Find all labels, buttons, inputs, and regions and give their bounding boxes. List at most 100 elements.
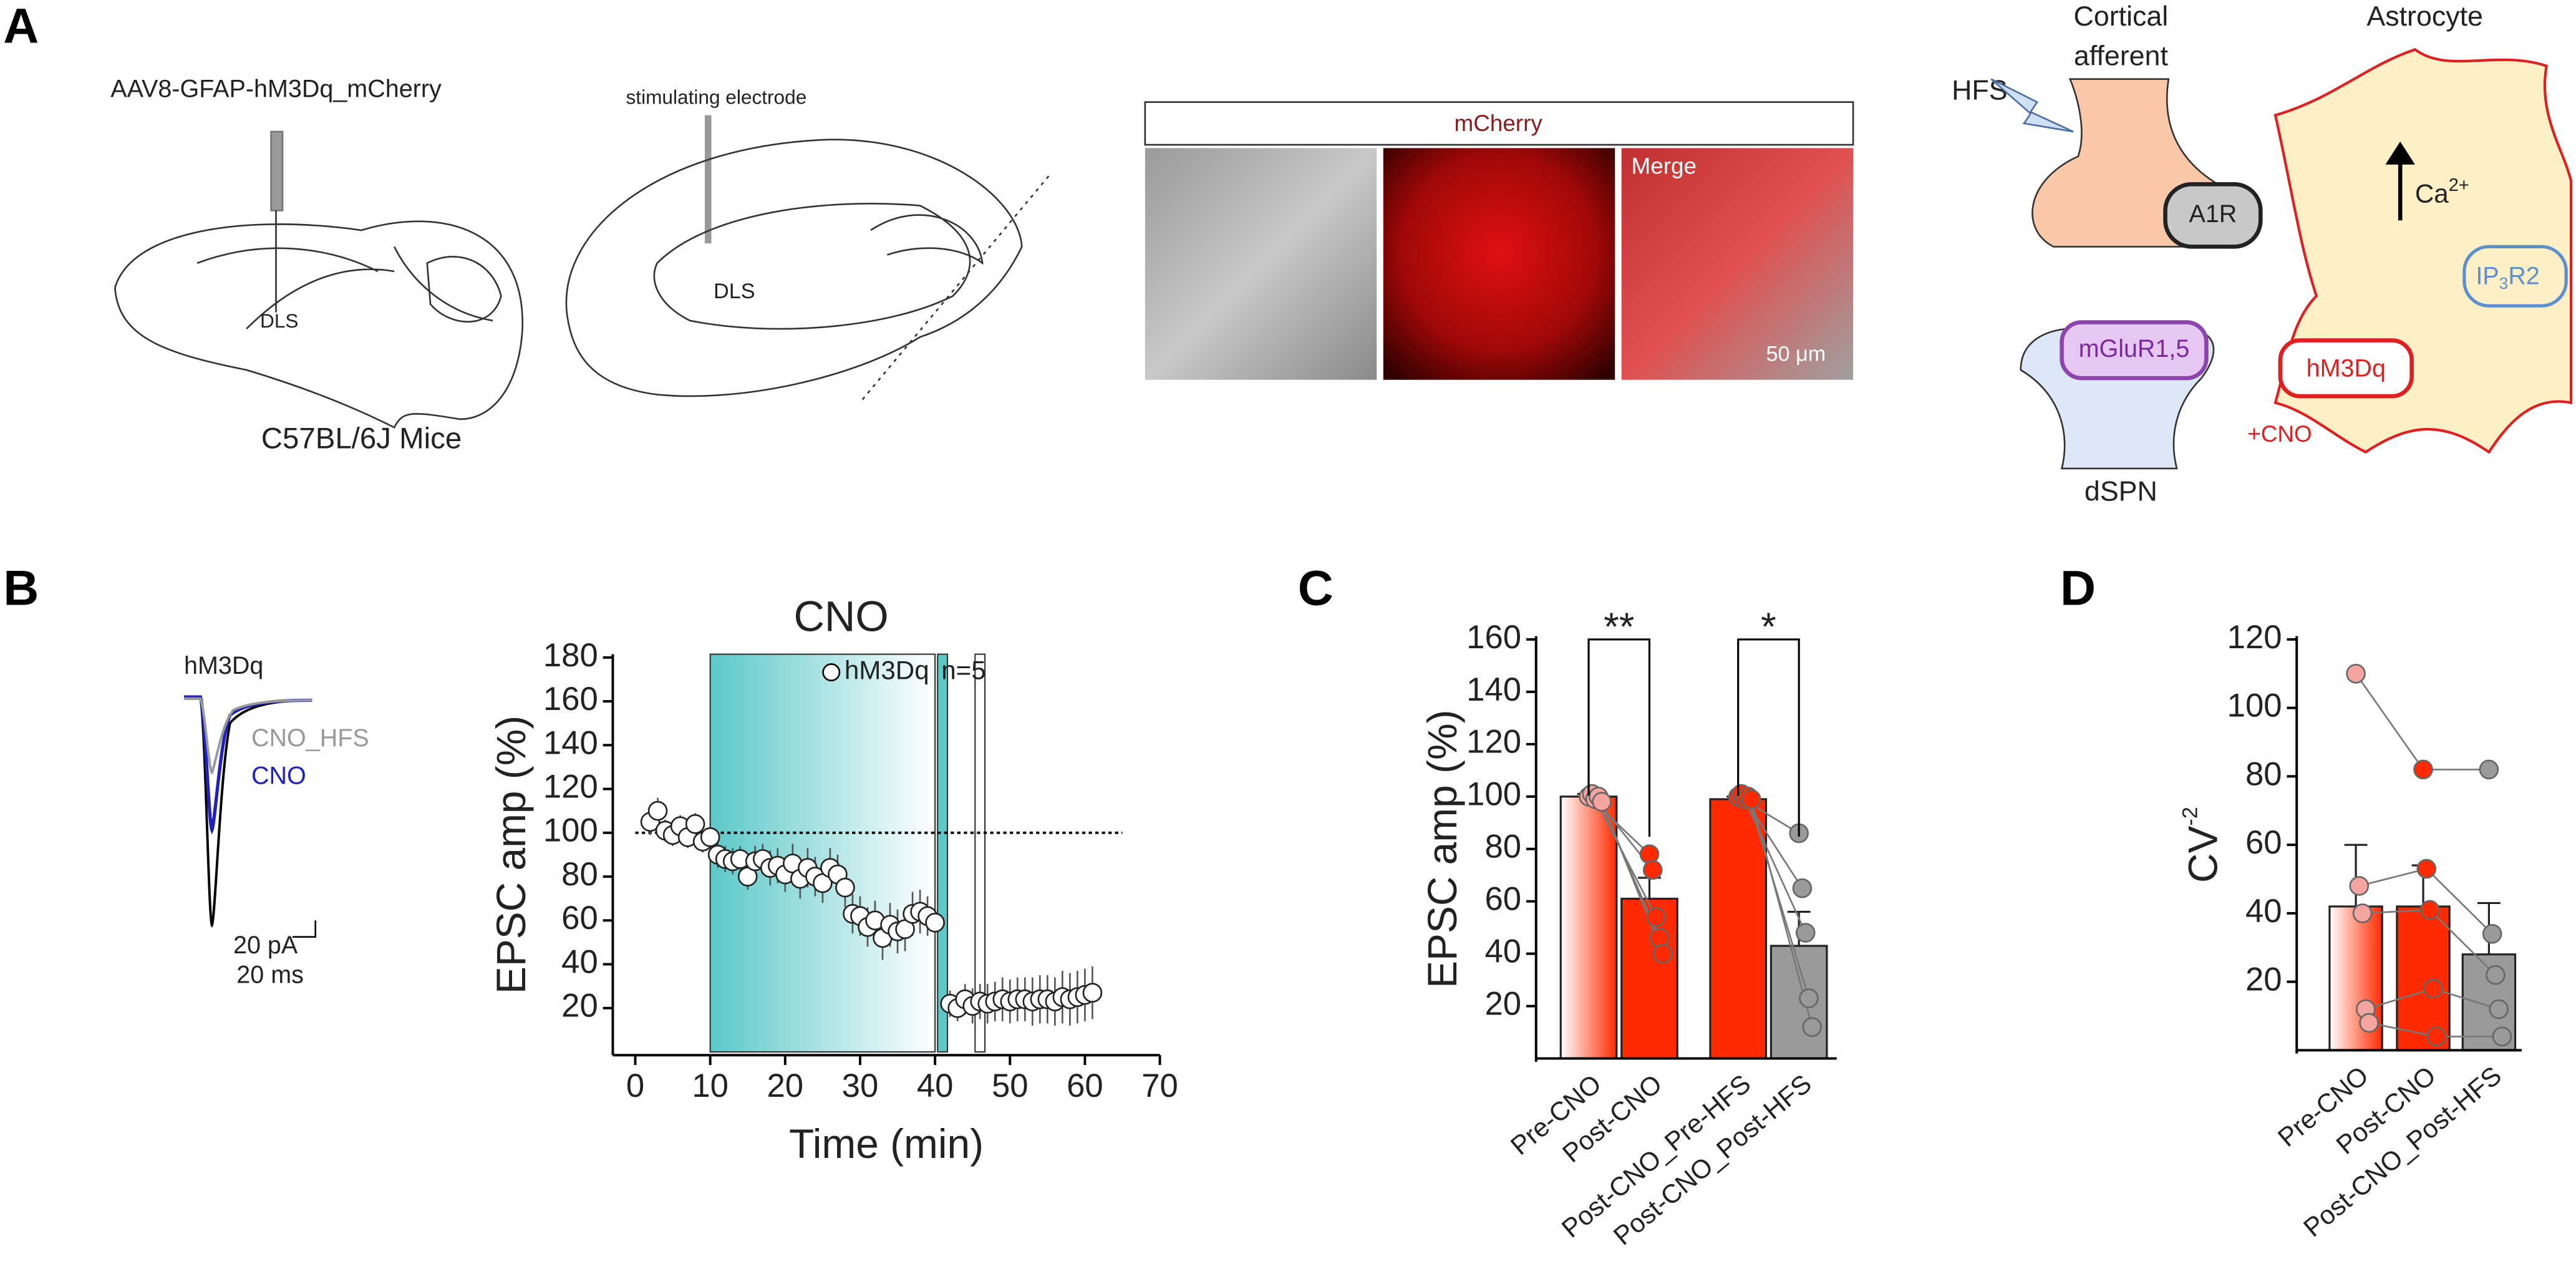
y-tick-label: 120 xyxy=(543,768,598,805)
ip-sub: 3 xyxy=(2499,274,2509,293)
trace-legend: CNO xyxy=(251,762,306,790)
y-tick-label: 180 xyxy=(543,637,598,674)
x-tick-label: 50 xyxy=(992,1067,1029,1104)
y-tick-label: 20 xyxy=(561,988,598,1024)
y-axis-label: CV-2 xyxy=(2179,807,2226,883)
data-point xyxy=(2492,1026,2512,1047)
synapse-schematic: Cortical afferent HFS A1R mGluR1,5 dSPN … xyxy=(1952,1,2573,507)
pair-line xyxy=(2358,868,2427,887)
cortical-label: Cortical xyxy=(2074,1,2169,32)
data-point xyxy=(925,913,945,933)
data-point xyxy=(2489,999,2509,1019)
data-point xyxy=(1741,789,1761,809)
data-point xyxy=(2352,903,2373,923)
significance-label: ** xyxy=(1604,605,1634,649)
x-tick-label: 30 xyxy=(842,1067,879,1104)
bar xyxy=(1620,897,1678,1060)
electrode-label: stimulating electrode xyxy=(626,86,807,109)
y-tick-label: 160 xyxy=(1466,619,1521,656)
y-axis-label-text: EPSC amp (%) xyxy=(1419,710,1465,988)
data-point xyxy=(1652,943,1673,964)
trace-legend: CNO_HFS xyxy=(251,724,369,752)
data-point xyxy=(1792,878,1813,898)
y-tick-label: 120 xyxy=(1466,724,1521,761)
data-point xyxy=(2416,858,2437,879)
y-tick-label: 40 xyxy=(2245,893,2282,930)
hfs-mark xyxy=(937,653,949,1053)
charts: 20 40 60 80 100 120 140 160 180 0 10 20 30 40 50 60 70 CN… xyxy=(488,592,2522,1251)
hfs-mark xyxy=(974,653,986,1053)
x-axis-label: Time (min) xyxy=(789,1121,984,1167)
y-tick-label: 60 xyxy=(1484,881,1521,918)
x-tick-label: 10 xyxy=(692,1067,729,1104)
data-point xyxy=(700,827,720,847)
legend-label: hM3Dq xyxy=(845,656,929,685)
trace-panel: hM3Dq CNO_HFS CNO 20 pA 20 ms xyxy=(184,652,369,988)
data-point xyxy=(2426,1026,2446,1047)
data-point xyxy=(1592,792,1612,812)
x-tick-label: 0 xyxy=(626,1067,644,1104)
microscopy: mCherry Merge 50 μm xyxy=(1144,101,1854,380)
legend-marker xyxy=(822,663,841,682)
data-point xyxy=(1646,907,1666,927)
y-tick-label: 80 xyxy=(1484,829,1521,865)
data-point xyxy=(1799,988,1819,1008)
data-point xyxy=(1082,983,1103,1003)
y-tick-label: 100 xyxy=(2227,688,2282,724)
y-tick-label: 100 xyxy=(543,812,598,849)
ip-rest: R2 xyxy=(2508,263,2540,290)
y-tick-label: 80 xyxy=(561,856,598,893)
pair-line xyxy=(2429,909,2496,976)
pair-line xyxy=(2426,868,2493,935)
image-header: mCherry xyxy=(1454,110,1542,136)
merge-label: Merge xyxy=(1631,153,1696,179)
hfs-label: HFS xyxy=(1952,75,2008,106)
significance-label: * xyxy=(1761,605,1776,649)
ca-label: Ca2+ xyxy=(2415,175,2469,208)
y-tick-label: 140 xyxy=(543,724,598,761)
y-tick-label: 140 xyxy=(1466,671,1521,708)
panel-label: B xyxy=(3,560,39,615)
brain-schematic: AAV8-GFAP-hM3Dq_mCherry DLS C57BL/6J Mic… xyxy=(110,75,1052,455)
significance-bracket xyxy=(1737,638,1800,837)
data-point xyxy=(2419,900,2440,920)
pair-line xyxy=(1600,801,1663,955)
hm3dq-label: hM3Dq xyxy=(2307,354,2386,382)
x-tick-label: 60 xyxy=(1067,1067,1103,1104)
mglur-label: mGluR1,5 xyxy=(2079,335,2190,362)
data-point xyxy=(1795,923,1816,943)
data-point xyxy=(2482,924,2502,944)
scale-bar-y: 20 pA xyxy=(233,931,298,959)
pair-line xyxy=(1750,799,1813,1028)
data-point xyxy=(2413,759,2433,780)
region-label: DLS xyxy=(714,280,755,303)
data-point xyxy=(1802,1017,1823,1037)
afferent-label: afferent xyxy=(2074,40,2169,71)
virus-label: AAV8-GFAP-hM3Dq_mCherry xyxy=(110,75,442,103)
panel-label: D xyxy=(2060,560,2096,615)
ip3r2-label: IP3R2 xyxy=(2476,263,2539,293)
pair-line xyxy=(2355,673,2424,771)
chart-title: CNO xyxy=(793,592,888,640)
y-tick-label: 40 xyxy=(561,943,598,980)
mouse-label: C57BL/6J Mice xyxy=(261,422,462,455)
trace-title: hM3Dq xyxy=(184,652,263,679)
data-point xyxy=(1639,844,1660,864)
y-axis-label: EPSC amp (%) xyxy=(488,716,534,994)
y-tick-label: 160 xyxy=(543,681,598,717)
astrocyte-label: Astrocyte xyxy=(2366,1,2483,32)
y-tick-label: 120 xyxy=(2227,619,2282,656)
ca-sup: 2+ xyxy=(2449,175,2469,195)
y-tick-label: 100 xyxy=(1466,776,1521,813)
y-tick-label: 80 xyxy=(2245,756,2282,792)
data-point xyxy=(2423,978,2443,999)
y-tick-label: 20 xyxy=(2245,961,2282,998)
bar xyxy=(1559,795,1618,1060)
scale-label: 50 μm xyxy=(1766,342,1826,366)
pair-line xyxy=(2368,1022,2437,1038)
x-tick-label: 20 xyxy=(767,1067,804,1104)
ip-text: IP xyxy=(2476,263,2499,290)
data-point xyxy=(2349,876,2370,896)
